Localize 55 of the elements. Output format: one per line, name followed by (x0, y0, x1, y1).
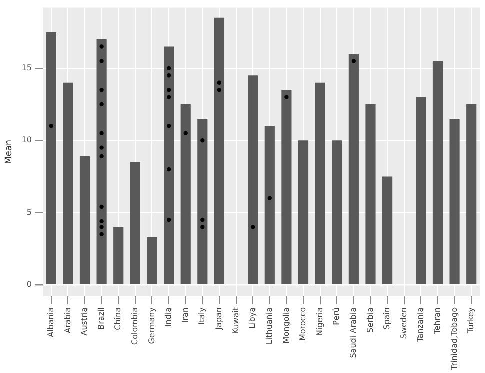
bar (96, 40, 107, 284)
y-tick-label: 0 (26, 280, 32, 290)
x-tick-label: Libya (248, 307, 258, 329)
x-tick-label: Turkey (466, 307, 476, 335)
x-tick-label: Saudi Arabia (349, 307, 358, 358)
bar (164, 46, 174, 284)
x-tick-label: Spain (382, 308, 392, 330)
bar (198, 118, 208, 284)
bar (348, 54, 359, 284)
bar (315, 82, 326, 284)
x-tick-label: Japan (214, 308, 224, 331)
y-tick-label: 15 (22, 64, 32, 73)
x-tick-label: Iran (180, 308, 190, 324)
x-tick-label: Mongolia (282, 307, 291, 344)
bar (466, 104, 477, 284)
x-tick-label: Arabia (63, 307, 72, 334)
bar (332, 140, 342, 284)
bar (366, 104, 376, 284)
y-tick-label: 5 (26, 208, 32, 217)
x-tick-label: Albania (46, 307, 56, 338)
x-tick-label: India (164, 307, 174, 328)
x-tick-label: China (114, 307, 123, 330)
x-tick-label: Germany (147, 307, 156, 344)
x-tick-label: Morocco (298, 307, 308, 342)
bar (214, 18, 225, 284)
bar (130, 162, 140, 284)
bar (382, 176, 393, 284)
bar (46, 32, 56, 284)
x-tick-label: Austria (80, 307, 90, 336)
x-tick-label: Tanzania (416, 307, 426, 344)
bar (80, 156, 90, 284)
bar (248, 76, 258, 284)
y-tick-label: 10 (22, 136, 32, 145)
x-tick-label: Nigeria (315, 307, 324, 336)
x-tick-label: Trinidad,Tobago (450, 307, 459, 372)
bar (298, 140, 309, 284)
bar (282, 90, 292, 284)
bar (432, 61, 444, 284)
bar (450, 118, 460, 284)
x-tick-label: Tehran (433, 308, 442, 336)
x-tick-label: Brazil (96, 308, 106, 330)
x-tick-label: Italy (198, 307, 207, 325)
x-tick-label: Colombia (130, 307, 140, 346)
bar (147, 237, 158, 284)
x-tick-label: Perú (332, 308, 342, 326)
y-axis-title: Mean (4, 140, 15, 164)
bar (264, 126, 275, 284)
x-tick-label: Lithuania (264, 307, 274, 345)
bar (114, 227, 124, 284)
bar (63, 82, 74, 284)
bar (180, 104, 191, 284)
x-tick-label: Serbia (366, 307, 375, 334)
bar (416, 97, 426, 284)
x-tick-label: Kuwait (231, 308, 240, 334)
x-tick-label: Sweden (399, 308, 408, 340)
